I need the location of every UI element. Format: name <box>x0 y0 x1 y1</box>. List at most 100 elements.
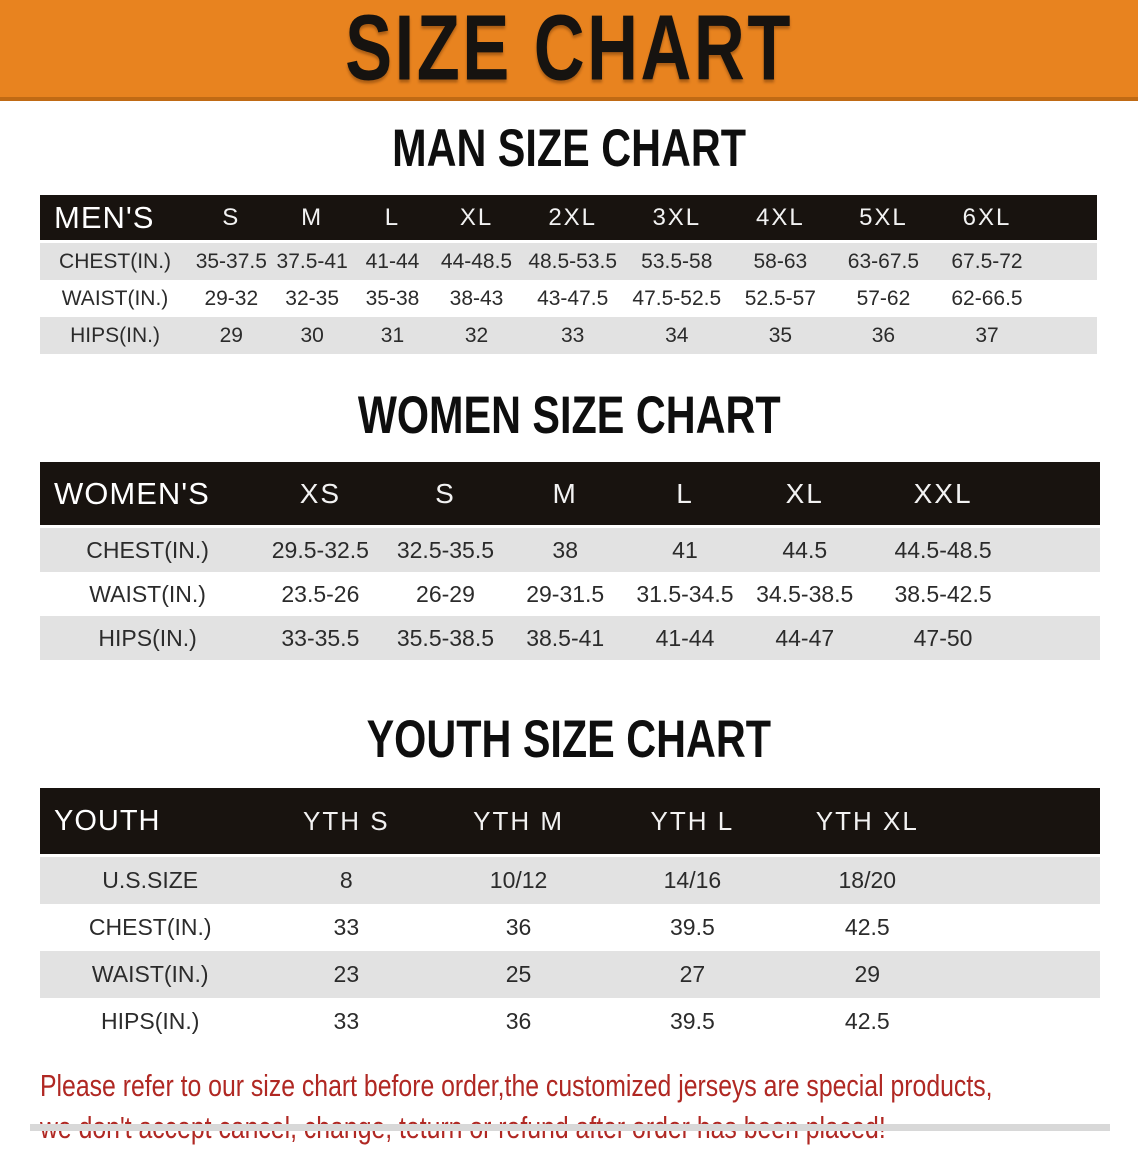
notice-line-1: Please refer to our size chart before or… <box>40 1068 993 1103</box>
banner: SIZE CHART <box>0 0 1138 101</box>
measure-value: 26-29 <box>385 572 506 616</box>
size-column-header: S <box>190 195 273 242</box>
measure-value: 31 <box>351 317 434 354</box>
measure-label: HIPS(IN.) <box>40 616 256 660</box>
measurement-row: WAIST(IN.) 23 25 27 29 <box>40 951 1100 998</box>
table-header-row: YOUTH YTH S YTH M YTH L YTH XL <box>40 788 1100 856</box>
measure-value: 32.5-35.5 <box>385 525 506 572</box>
measure-value: 36 <box>432 904 605 951</box>
spacer-cell <box>954 854 1100 904</box>
table-title: MEN'S <box>40 195 191 242</box>
size-column-header: YTH M <box>432 788 605 856</box>
measure-value: 42.5 <box>779 998 955 1045</box>
measure-label: WAIST(IN.) <box>40 572 256 616</box>
measure-label: CHEST(IN.) <box>40 904 261 951</box>
bottom-strip <box>30 1124 1110 1131</box>
measure-value: 42.5 <box>779 904 955 951</box>
measure-value: 38.5-41 <box>505 616 626 660</box>
measure-label: CHEST(IN.) <box>40 240 191 280</box>
spacer-cell <box>1039 317 1097 354</box>
measure-value: 29-32 <box>190 280 273 317</box>
measure-value: 67.5-72 <box>934 240 1040 280</box>
size-column-header: M <box>505 462 626 527</box>
table-title: WOMEN'S <box>40 462 256 527</box>
measure-value: 41 <box>625 525 745 572</box>
measure-value: 44-47 <box>744 616 865 660</box>
spacer-cell <box>954 904 1100 951</box>
measure-value: 44.5-48.5 <box>864 525 1022 572</box>
spacer-cell <box>1021 572 1100 616</box>
size-column-header: 4XL <box>728 195 833 242</box>
men-section-heading: MAN SIZE CHART <box>0 117 1138 178</box>
measure-value: 8 <box>260 854 433 904</box>
measurement-row: CHEST(IN.) 29.5-32.5 32.5-35.5 38 41 44.5 44.5… <box>40 525 1100 572</box>
youth-size-table: YOUTH YTH S YTH M YTH L YTH XL U.S.SIZE 8 10/12… <box>40 788 1100 1045</box>
measure-label: WAIST(IN.) <box>40 951 261 998</box>
measure-value: 34 <box>625 317 729 354</box>
spacer-cell <box>954 951 1100 998</box>
table-header-row: WOMEN'S XS S M L XL XXL <box>40 462 1100 527</box>
measure-value: 10/12 <box>432 854 605 904</box>
women-section-heading-text: WOMEN SIZE CHART <box>357 384 781 445</box>
size-column-header: YTH S <box>260 788 433 856</box>
measure-value: 35-37.5 <box>190 240 273 280</box>
measure-value: 33 <box>260 904 433 951</box>
measurement-row: HIPS(IN.) 33-35.5 35.5-38.5 38.5-41 41-44 44-… <box>40 616 1100 660</box>
measure-label: HIPS(IN.) <box>40 998 261 1045</box>
measure-value: 29 <box>779 951 955 998</box>
youth-section-heading: YOUTH SIZE CHART <box>0 708 1138 769</box>
size-column-header: 2XL <box>519 195 626 242</box>
measure-value: 18/20 <box>779 854 955 904</box>
measure-value: 30 <box>272 317 352 354</box>
spacer-cell <box>1021 525 1100 572</box>
youth-section-heading-text: YOUTH SIZE CHART <box>366 708 772 769</box>
measure-value: 57-62 <box>832 280 935 317</box>
measure-value: 39.5 <box>604 998 780 1045</box>
measure-value: 36 <box>832 317 935 354</box>
measure-value: 29-31.5 <box>505 572 626 616</box>
measure-value: 33 <box>519 317 626 354</box>
measure-value: 33 <box>260 998 433 1045</box>
measure-value: 27 <box>604 951 780 998</box>
measure-value: 33-35.5 <box>255 616 386 660</box>
size-column-header: XS <box>255 462 386 527</box>
spacer-cell <box>1021 616 1100 660</box>
measure-value: 32 <box>433 317 520 354</box>
table-title: YOUTH <box>40 788 261 856</box>
measure-value: 39.5 <box>604 904 780 951</box>
measure-value: 35 <box>728 317 833 354</box>
spacer-cell <box>954 998 1100 1045</box>
measure-value: 14/16 <box>604 854 780 904</box>
size-column-header: 3XL <box>625 195 729 242</box>
measure-value: 41-44 <box>351 240 434 280</box>
measure-value: 44-48.5 <box>433 240 520 280</box>
size-column-header: S <box>385 462 506 527</box>
womens-size-table: WOMEN'S XS S M L XL XXL CHEST(IN.) 29.5-32.5 32.5… <box>40 462 1100 660</box>
mens-size-table: MEN'S S M L XL 2XL 3XL 4XL 5XL 6XL CHEST(IN.) 35-37… <box>40 195 1097 354</box>
measure-value: 35-38 <box>351 280 434 317</box>
men-section-heading-text: MAN SIZE CHART <box>392 117 746 178</box>
size-column-header: YTH XL <box>779 788 955 856</box>
size-column-header: XL <box>744 462 865 527</box>
measure-value: 35.5-38.5 <box>385 616 506 660</box>
measure-value: 23 <box>260 951 433 998</box>
measure-value: 41-44 <box>625 616 745 660</box>
spacer-cell <box>1039 280 1097 317</box>
banner-title: SIZE CHART <box>345 0 793 100</box>
measure-value: 38.5-42.5 <box>864 572 1022 616</box>
size-column-header: 5XL <box>832 195 935 242</box>
measure-label: HIPS(IN.) <box>40 317 191 354</box>
measure-value: 29 <box>190 317 273 354</box>
measurement-row: HIPS(IN.) 29 30 31 32 33 34 35 36 37 <box>40 317 1097 354</box>
order-notice: Please refer to our size chart before or… <box>40 1065 1118 1149</box>
measure-value: 63-67.5 <box>832 240 935 280</box>
spacer-cell <box>1021 462 1100 527</box>
size-column-header: XXL <box>864 462 1022 527</box>
measure-value: 48.5-53.5 <box>519 240 626 280</box>
measure-value: 38-43 <box>433 280 520 317</box>
measure-value: 34.5-38.5 <box>744 572 865 616</box>
measure-value: 44.5 <box>744 525 865 572</box>
measure-label: CHEST(IN.) <box>40 525 256 572</box>
measure-value: 31.5-34.5 <box>625 572 745 616</box>
measure-value: 47-50 <box>864 616 1022 660</box>
